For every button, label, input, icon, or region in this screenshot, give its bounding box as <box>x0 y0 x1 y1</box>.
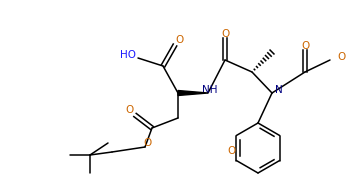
Text: O: O <box>222 29 230 39</box>
Text: HO: HO <box>120 50 136 60</box>
Text: O: O <box>144 138 152 148</box>
Text: N: N <box>275 85 283 95</box>
Text: O: O <box>337 52 345 62</box>
Text: O: O <box>125 105 133 115</box>
Text: NH: NH <box>202 85 218 95</box>
Text: O: O <box>227 146 235 156</box>
Polygon shape <box>178 91 208 95</box>
Text: O: O <box>302 41 310 51</box>
Text: O: O <box>176 35 184 45</box>
